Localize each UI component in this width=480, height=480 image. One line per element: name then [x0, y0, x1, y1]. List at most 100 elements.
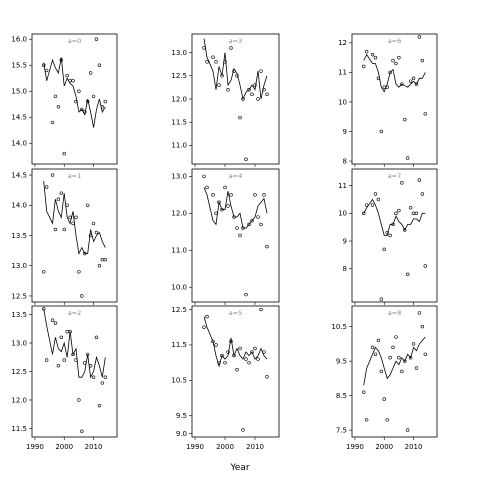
panel-a2-ytick-label: 13.5	[11, 311, 27, 319]
panel-a2-data-point	[100, 381, 105, 385]
panel-a3-data-point	[259, 69, 263, 73]
panel-a5-data-point	[259, 307, 263, 312]
panel-a0-data-point	[42, 63, 46, 67]
panel-a0-data-point	[56, 105, 61, 109]
panel-a5-xtick-label: 2010	[246, 443, 264, 451]
panel-a6-data-point	[376, 76, 381, 81]
panel-a7-data-point	[397, 208, 401, 213]
panel-a5-fitted-line	[203, 316, 268, 368]
panel-a3-data-point	[211, 55, 215, 59]
panel-a3-data-point	[247, 88, 251, 92]
panel-a8-data-point	[382, 397, 386, 401]
panel-a4-data-point	[262, 193, 266, 197]
panel-a7-data-point	[388, 233, 392, 238]
panel-a1-fitted-line	[43, 181, 106, 255]
panel-a2-data-point	[56, 364, 61, 368]
panel-a0-data-point	[74, 99, 78, 104]
panel-a3-ytick-label: 11.5	[171, 119, 187, 127]
panel-a8-title: a=8	[388, 309, 402, 317]
panel-a3-data-point	[253, 83, 257, 87]
panel-a1-ytick-label: 13.5	[11, 232, 27, 240]
panel-a4-data-point	[217, 200, 221, 204]
panel-a5-title: a=5	[229, 309, 243, 317]
panel-a4-data-point	[220, 207, 224, 212]
panel-a3: a=3 11.0 11.5 12.0 12.5 13.0	[171, 33, 280, 167]
panel-a2-ytick-label: 12.0	[11, 396, 27, 404]
panel-a6-data-point	[397, 55, 401, 60]
panel-a3-data-point	[202, 46, 206, 50]
panel-a6-data-point	[382, 85, 386, 89]
panel-a5-data-point	[214, 343, 218, 347]
panel-a3-ytick-label: 12.0	[171, 95, 187, 103]
panel-a2-data-point	[94, 335, 99, 340]
panel-a6-ytick-label: 8	[343, 157, 347, 165]
panel-a0-data-point	[94, 37, 99, 41]
panel-a8-data-point	[411, 342, 416, 346]
panel-a5-data-point	[250, 350, 254, 354]
panel-a0-ytick-label: 14.0	[11, 140, 27, 148]
panel-a6-ytick-label: 10	[338, 98, 347, 106]
panel-a4: a=4 10.0 11.0 12.0 13.0	[171, 168, 280, 305]
panel-a6-data-point	[394, 61, 398, 66]
panel-a5-data-point	[226, 350, 230, 354]
panel-a2-frame	[31, 305, 118, 438]
panel-a8-data-point	[403, 359, 407, 363]
panel-a6-title: a=6	[388, 37, 402, 45]
panel-a6-ytick-label: 9	[343, 128, 347, 136]
panel-a0-data-point	[97, 63, 102, 67]
panel-a8-data-point	[391, 345, 395, 350]
panel-a1-data-point	[77, 270, 81, 274]
panel-a2-data-point	[53, 321, 58, 325]
panel-a6-frame	[351, 33, 438, 165]
panel-a2-data-point	[85, 352, 90, 357]
panel-a8: a=8 7.5 8.5 9.5 10.5 1990 2000 2010	[331, 305, 438, 451]
panel-a3-data-point	[256, 97, 260, 101]
panel-a5-data-point	[256, 357, 260, 361]
panel-a5-frame	[191, 305, 280, 438]
panel-a1-data-point	[44, 185, 49, 189]
panel-a5-data-point	[244, 357, 248, 361]
panel-a8-data-point	[405, 428, 410, 432]
panel-a1-data-point	[94, 230, 99, 235]
panel-a3-data-point	[205, 60, 209, 64]
panel-a1-ytick-label: 14.0	[11, 202, 27, 210]
panel-a7-ytick-label: 11	[338, 182, 347, 190]
panel-a6-data-point	[420, 58, 425, 63]
panel-a2-ytick-label: 13.0	[11, 339, 27, 347]
panel-a3-title: a=3	[229, 37, 243, 45]
panel-a8-data-point	[362, 390, 366, 394]
panel-a1-ytick-label: 13.0	[11, 262, 27, 270]
panel-a4-data-point	[256, 215, 260, 219]
panel-a2-data-point	[88, 364, 93, 368]
panel-a5-ytick-label: 9.0	[176, 430, 187, 438]
panel-a7-data-point	[376, 197, 381, 202]
panel-a5-ytick-label: 9.5	[176, 412, 187, 420]
panel-a0-data-point	[85, 99, 90, 104]
panel-a7-data-point	[379, 297, 384, 301]
panel-a6-data-point	[362, 64, 366, 69]
panel-a2-xtick-label: 2000	[55, 443, 73, 451]
panel-a7-data-point	[364, 203, 369, 207]
panel-a8-fitted-line	[363, 336, 426, 386]
panel-a1-data-point	[53, 227, 58, 232]
panel-a8-xtick-label: 2000	[375, 443, 393, 451]
panel-a2-data-point	[97, 403, 102, 408]
panel-a8-ytick-label: 8.5	[336, 392, 347, 400]
panel-a5-data-point	[223, 360, 227, 365]
panel-a4-data-point	[202, 174, 206, 179]
panel-a3-data-point	[250, 92, 254, 97]
panel-a1-data-point	[59, 191, 64, 195]
panel-a6-data-point	[391, 58, 395, 63]
panel-a2-data-point	[91, 375, 96, 379]
panel-a5-data-point	[232, 353, 236, 358]
panel-a7-data-point	[362, 211, 366, 216]
panel-a7-data-point	[414, 211, 419, 216]
panel-a7-ytick-label: 10	[338, 210, 347, 218]
panel-a2-data-point	[50, 318, 55, 322]
panel-a5-data-point	[205, 314, 209, 319]
panel-a2-data-point	[74, 358, 78, 362]
panel-a2-data-point	[44, 358, 49, 362]
panel-a5-data-point	[211, 339, 215, 344]
panel-a1-data-point	[97, 264, 102, 268]
